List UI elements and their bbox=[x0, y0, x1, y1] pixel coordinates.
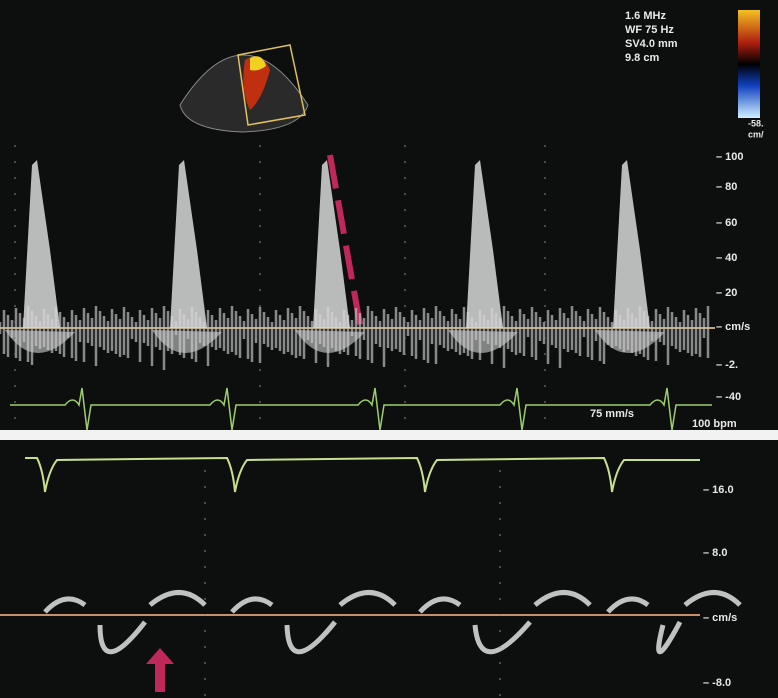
spectral-lower bbox=[152, 330, 222, 354]
spectral-lower bbox=[5, 330, 75, 354]
wall-filter: WF 75 Hz bbox=[625, 24, 674, 36]
heart-rate: 100 bpm bbox=[692, 418, 737, 430]
tissue-wave bbox=[43, 590, 207, 655]
sample-volume: SV4.0 mm bbox=[625, 38, 678, 50]
bottom-panel bbox=[0, 440, 778, 698]
separator bbox=[0, 430, 778, 440]
scale-label: – 8.0 bbox=[703, 547, 727, 559]
spectral-peak bbox=[613, 160, 650, 328]
scale-label: – -40 bbox=[716, 391, 741, 403]
depth: 9.8 cm bbox=[625, 52, 659, 64]
color-box bbox=[237, 44, 306, 126]
tissue-wave bbox=[606, 590, 742, 655]
sweep-speed: 75 mm/s bbox=[590, 408, 634, 420]
color-bar bbox=[738, 10, 760, 118]
spectral-lower bbox=[295, 330, 365, 354]
color-flow-jet bbox=[250, 56, 266, 71]
scale-label: – 16.0 bbox=[703, 484, 734, 496]
color-scale-unit: cm/ bbox=[748, 129, 764, 139]
tissue-wave bbox=[230, 590, 397, 655]
ecg-trace bbox=[25, 456, 700, 493]
color-scale-low: -58. bbox=[748, 118, 764, 128]
scale-label: – cm/s bbox=[716, 321, 750, 333]
ecg-trace bbox=[10, 387, 712, 431]
tissue-wave bbox=[418, 590, 592, 655]
scale-label: – 100 bbox=[716, 151, 744, 163]
spectral-peak bbox=[23, 160, 60, 328]
scale-label: – 20 bbox=[716, 287, 737, 299]
scale-label: – -2. bbox=[716, 359, 738, 371]
scale-label: – cm/s bbox=[703, 612, 737, 624]
arrow bbox=[146, 648, 174, 692]
spectral-lower bbox=[448, 330, 518, 354]
scale-label: – -8.0 bbox=[703, 677, 731, 689]
scale-label: – 40 bbox=[716, 252, 737, 264]
top-panel bbox=[0, 0, 778, 430]
spectral-peak bbox=[466, 160, 503, 328]
frequency: 1.6 MHz bbox=[625, 10, 666, 22]
scale-label: – 60 bbox=[716, 217, 737, 229]
slope-marker bbox=[327, 154, 363, 326]
scale-label: – 80 bbox=[716, 181, 737, 193]
spectral-lower bbox=[595, 330, 665, 354]
spectral-peak bbox=[313, 160, 350, 328]
spectral-peak bbox=[170, 160, 207, 328]
